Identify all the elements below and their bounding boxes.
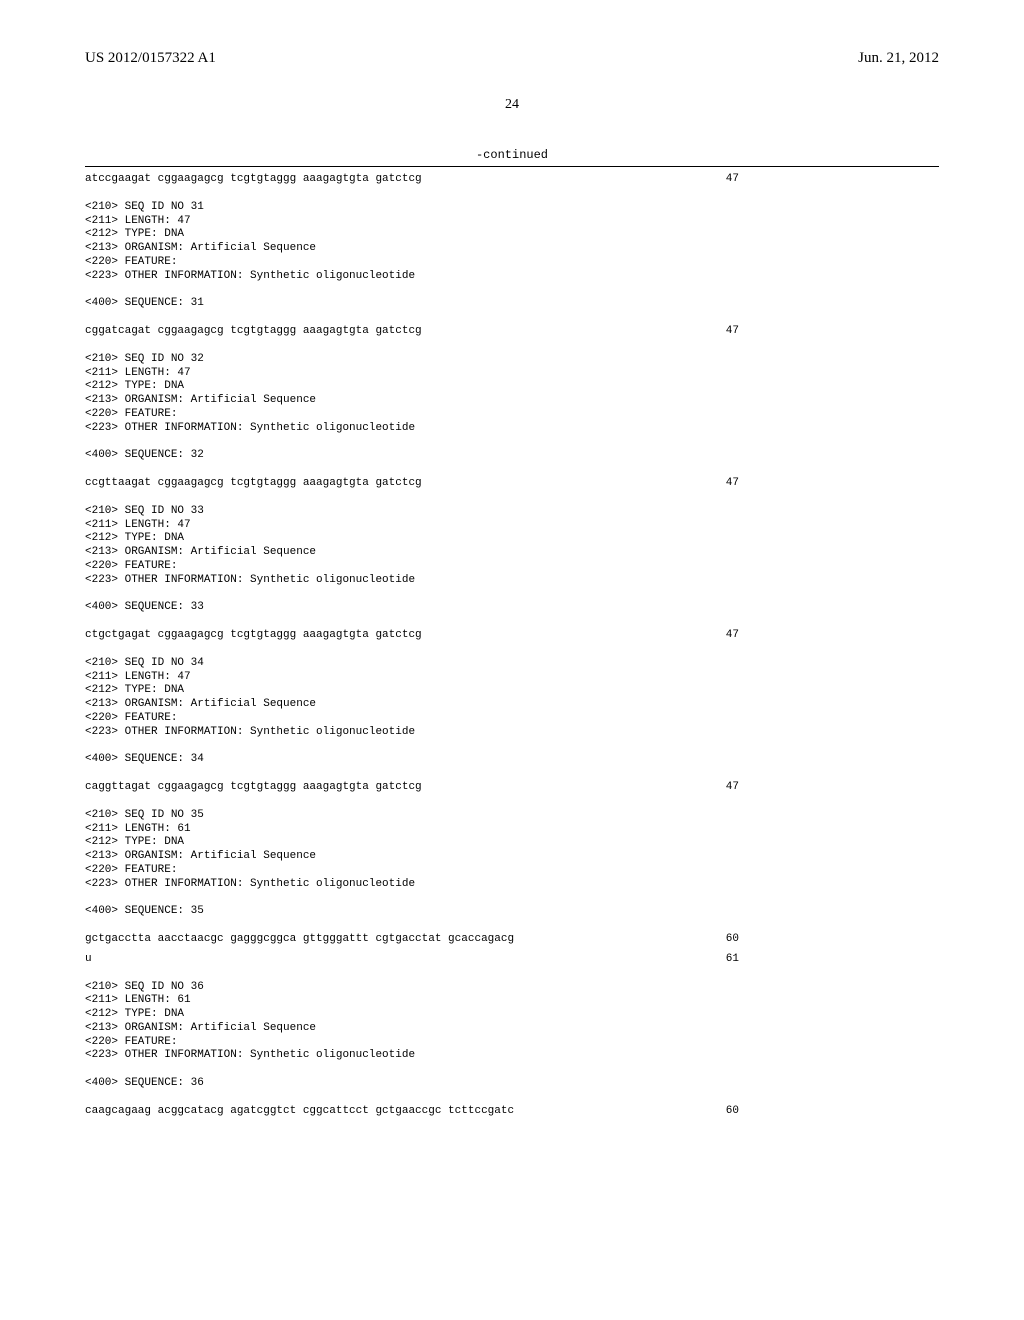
- sequence-text: atccgaagat cggaagagcg tcgtgtaggg aaagagt…: [85, 173, 422, 187]
- seq-label: <400> SEQUENCE: 33: [85, 601, 939, 615]
- seq-label: <400> SEQUENCE: 35: [85, 905, 939, 919]
- seq-metadata: <210> SEQ ID NO 32 <211> LENGTH: 47 <212…: [85, 353, 939, 436]
- sequence-position: 60: [726, 1105, 739, 1119]
- sequence-text: u: [85, 953, 92, 967]
- seq-label: <400> SEQUENCE: 31: [85, 297, 939, 311]
- seq-label: <400> SEQUENCE: 34: [85, 753, 939, 767]
- sequence-position: 47: [726, 325, 739, 339]
- sequence-position: 47: [726, 781, 739, 795]
- seq-metadata: <210> SEQ ID NO 36 <211> LENGTH: 61 <212…: [85, 981, 939, 1064]
- sequence-line: caggttagat cggaagagcg tcgtgtaggg aaagagt…: [85, 781, 939, 795]
- sequence-position: 47: [726, 477, 739, 491]
- continued-label: -continued: [85, 148, 939, 162]
- patent-number: US 2012/0157322 A1: [85, 50, 216, 67]
- seq-label: <400> SEQUENCE: 32: [85, 449, 939, 463]
- sequence-line: gctgacctta aacctaacgc gagggcggca gttggga…: [85, 933, 939, 947]
- sequence-text: caggttagat cggaagagcg tcgtgtaggg aaagagt…: [85, 781, 422, 795]
- sequence-position: 61: [726, 953, 739, 967]
- sequence-position: 60: [726, 933, 739, 947]
- sequence-position: 47: [726, 629, 739, 643]
- seq-label: <400> SEQUENCE: 36: [85, 1077, 939, 1091]
- page: US 2012/0157322 A1 Jun. 21, 2012 24 -con…: [0, 0, 1024, 1320]
- seq-metadata: <210> SEQ ID NO 33 <211> LENGTH: 47 <212…: [85, 505, 939, 588]
- sequence-line: caagcagaag acggcatacg agatcggtct cggcatt…: [85, 1105, 939, 1119]
- sequence-text: ccgttaagat cggaagagcg tcgtgtaggg aaagagt…: [85, 477, 422, 491]
- sequence-line: u 61: [85, 953, 939, 967]
- sequence-line: ctgctgagat cggaagagcg tcgtgtaggg aaagagt…: [85, 629, 939, 643]
- seq-metadata: <210> SEQ ID NO 34 <211> LENGTH: 47 <212…: [85, 657, 939, 740]
- top-rule: [85, 166, 939, 167]
- publication-date: Jun. 21, 2012: [858, 50, 939, 67]
- seq-metadata: <210> SEQ ID NO 31 <211> LENGTH: 47 <212…: [85, 201, 939, 284]
- sequence-line: atccgaagat cggaagagcg tcgtgtaggg aaagagt…: [85, 173, 939, 187]
- sequence-text: ctgctgagat cggaagagcg tcgtgtaggg aaagagt…: [85, 629, 422, 643]
- page-header: US 2012/0157322 A1 Jun. 21, 2012: [85, 50, 939, 67]
- sequence-listing: atccgaagat cggaagagcg tcgtgtaggg aaagagt…: [85, 173, 939, 1119]
- sequence-text: caagcagaag acggcatacg agatcggtct cggcatt…: [85, 1105, 514, 1119]
- sequence-position: 47: [726, 173, 739, 187]
- page-number: 24: [85, 97, 939, 113]
- sequence-line: cggatcagat cggaagagcg tcgtgtaggg aaagagt…: [85, 325, 939, 339]
- sequence-text: gctgacctta aacctaacgc gagggcggca gttggga…: [85, 933, 514, 947]
- sequence-line: ccgttaagat cggaagagcg tcgtgtaggg aaagagt…: [85, 477, 939, 491]
- sequence-text: cggatcagat cggaagagcg tcgtgtaggg aaagagt…: [85, 325, 422, 339]
- seq-metadata: <210> SEQ ID NO 35 <211> LENGTH: 61 <212…: [85, 809, 939, 892]
